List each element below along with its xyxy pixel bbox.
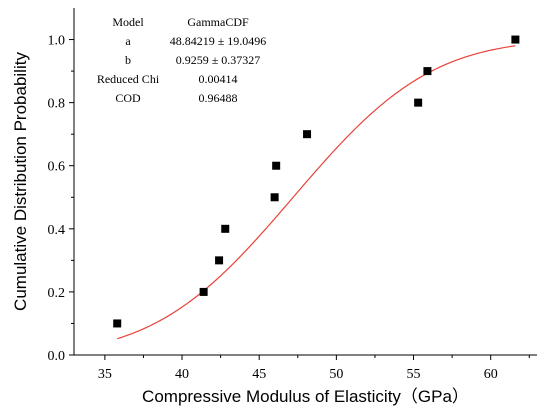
y-tick-label: 1.0 [48, 34, 66, 49]
y-tick-label: 0.4 [48, 223, 66, 238]
axes [73, 8, 537, 356]
y-tick-label: 0.6 [48, 160, 66, 175]
data-point [414, 98, 423, 107]
stats-value: 0.00414 [199, 72, 238, 86]
stats-label: Reduced Chi [97, 72, 160, 86]
y-tick-label: 0.8 [48, 97, 66, 112]
data-point [272, 161, 281, 170]
x-tick-label: 40 [175, 367, 189, 382]
stats-value: 0.9259 ± 0.37327 [176, 53, 261, 67]
data-point [199, 287, 208, 296]
stats-label: b [125, 53, 131, 67]
x-tick-label: 50 [329, 367, 343, 382]
fit-curve [117, 45, 516, 340]
data-points [113, 35, 520, 328]
stats-value: 48.84219 ± 19.0496 [170, 34, 267, 48]
data-point [270, 193, 279, 202]
data-point [511, 35, 520, 44]
data-point [221, 224, 230, 233]
stats-label: a [125, 34, 131, 48]
data-point [113, 319, 122, 328]
stats-table: Model GammaCDF a 48.84219 ± 19.0496 b 0.9259 … [97, 15, 266, 105]
x-tick-label: 35 [98, 367, 112, 382]
y-tick-label: 0.0 [48, 349, 66, 364]
data-point [215, 256, 224, 265]
ticks: 35 40 45 50 55 60 0.0 0.2 0.4 0.6 0.8 1.0 [48, 34, 530, 382]
data-point [423, 67, 432, 76]
x-axis-title: Compressive Modulus of Elasticity（GPa） [142, 387, 469, 406]
x-tick-label: 45 [252, 367, 266, 382]
data-point [303, 130, 312, 139]
stats-value: 0.96488 [199, 91, 238, 105]
stats-label: Model [112, 15, 144, 29]
y-axis-title: Cumulative Distribution Probability [11, 52, 30, 311]
x-tick-label: 55 [407, 367, 421, 382]
stats-value: GammaCDF [187, 15, 249, 29]
stats-label: COD [115, 91, 141, 105]
y-tick-label: 0.2 [48, 286, 66, 301]
x-tick-label: 60 [484, 367, 498, 382]
